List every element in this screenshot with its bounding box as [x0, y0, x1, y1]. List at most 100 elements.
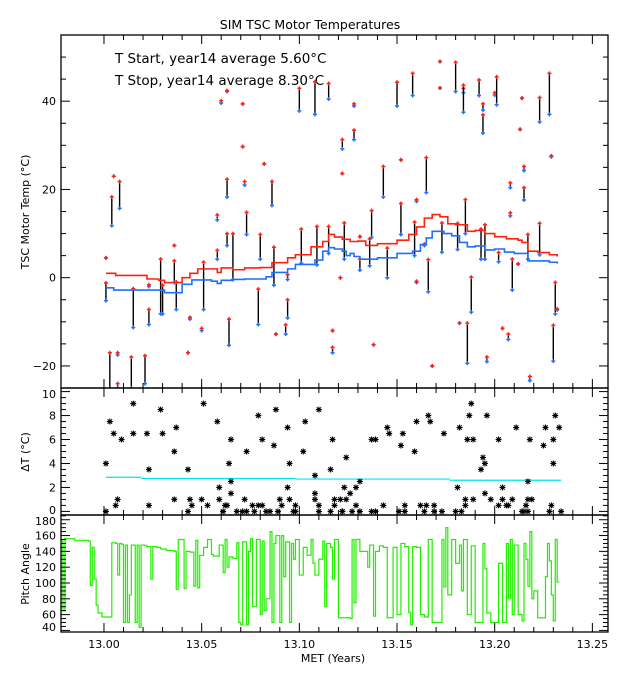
delta-t-point: [542, 424, 549, 431]
t-start-point: [484, 359, 489, 364]
delta-t-point: [505, 502, 512, 509]
delta-t-point: [552, 412, 559, 419]
t-stop-point: [518, 127, 523, 132]
t-stop-point: [242, 179, 247, 184]
t-stop-point: [109, 194, 114, 199]
plot-area-1: [102, 400, 565, 515]
t-start-point: [385, 275, 390, 280]
t-start-point: [395, 104, 400, 109]
t-stop-point: [506, 332, 511, 337]
t-start-point: [285, 315, 290, 320]
panel-frame-1: [60, 387, 609, 516]
t-start-point: [201, 307, 206, 312]
t-stop-point: [510, 257, 515, 262]
delta-t-point: [546, 508, 553, 515]
delta-t-point: [233, 508, 240, 515]
t-start-point: [326, 96, 331, 101]
delta-t-point: [421, 508, 428, 515]
t-start-point: [227, 343, 232, 348]
t-start-point: [521, 168, 526, 173]
delta-t-point: [413, 418, 420, 425]
t-start-point: [506, 337, 511, 342]
delta-t-point: [372, 508, 379, 515]
delta-t-point: [524, 478, 531, 485]
delta-t-point: [427, 418, 434, 425]
delta-t-point: [499, 496, 506, 503]
t-stop-point: [227, 317, 232, 322]
t-stop-point: [426, 257, 431, 262]
t-start-point: [477, 93, 482, 98]
delta-t-point: [110, 430, 117, 437]
delta-t-point: [327, 508, 334, 515]
t-stop-point: [352, 128, 357, 133]
delta-t-point: [327, 466, 334, 473]
t-start-point: [225, 243, 230, 248]
legend-t-start: T Start, year14 average 5.60°C: [114, 51, 326, 67]
delta-t-point: [456, 424, 463, 431]
t-stop-point: [385, 246, 390, 251]
t-stop-point: [395, 80, 400, 85]
t-stop-point: [516, 262, 521, 267]
delta-t-point: [224, 502, 231, 509]
t-start-point: [510, 288, 515, 293]
t-stop-point: [525, 232, 530, 237]
delta-t-point: [200, 400, 207, 407]
delta-t-point: [130, 430, 137, 437]
t-stop-point: [262, 161, 267, 166]
t-stop-point: [146, 282, 151, 287]
t-start-point: [225, 194, 230, 199]
delta-t-point: [352, 484, 359, 491]
delta-t-point: [259, 436, 266, 443]
delta-t-point: [243, 508, 250, 515]
t-start-point: [312, 112, 317, 117]
y-tick-label: 160: [35, 530, 56, 543]
delta-t-point: [438, 508, 445, 515]
plot-area-0: [103, 59, 560, 394]
delta-t-point: [255, 502, 262, 509]
t-stop-point: [172, 258, 177, 263]
t-start-point: [330, 350, 335, 355]
t-start-point: [108, 390, 112, 394]
t-stop-point: [326, 224, 331, 229]
t-stop-point: [129, 355, 134, 360]
delta-t-point: [356, 478, 363, 485]
t-stop-point: [412, 220, 417, 225]
t-stop-point: [199, 326, 204, 331]
delta-t-point: [331, 502, 338, 509]
delta-t-point: [315, 406, 322, 413]
delta-t-point: [513, 424, 520, 431]
delta-t-point: [343, 454, 350, 461]
delta-t-point: [300, 448, 307, 455]
moving-average-t-stop: [105, 213, 559, 284]
delta-t-point: [337, 496, 344, 503]
delta-t-point: [259, 502, 266, 509]
delta-t-point: [417, 502, 424, 509]
t-stop-point: [352, 101, 357, 106]
x-tick-label: 13.05: [186, 638, 218, 651]
t-start-point: [508, 185, 513, 190]
t-start-point: [146, 322, 151, 327]
t-stop-point: [494, 74, 499, 79]
delta-t-point: [227, 478, 234, 485]
delta-t-point: [255, 412, 262, 419]
t-start-point: [453, 89, 458, 94]
y-tick-label: 120: [35, 561, 56, 574]
y-tick-label: 80: [42, 593, 56, 606]
delta-t-point: [292, 502, 299, 509]
delta-t-point: [184, 508, 191, 515]
delta-t-point: [284, 424, 291, 431]
delta-t-point: [347, 490, 354, 497]
t-stop-point: [273, 332, 278, 337]
t-start-point: [242, 183, 247, 188]
delta-t-point: [272, 406, 279, 413]
delta-t-point: [292, 508, 299, 515]
t-start-point: [480, 108, 485, 113]
t-stop-point: [547, 71, 552, 76]
t-stop-point: [461, 83, 466, 88]
t-stop-point: [521, 164, 526, 169]
t-stop-point: [143, 353, 148, 358]
delta-t-point: [368, 508, 375, 515]
delta-t-point: [495, 502, 502, 509]
t-stop-point: [520, 96, 525, 101]
delta-t-point: [343, 496, 350, 503]
